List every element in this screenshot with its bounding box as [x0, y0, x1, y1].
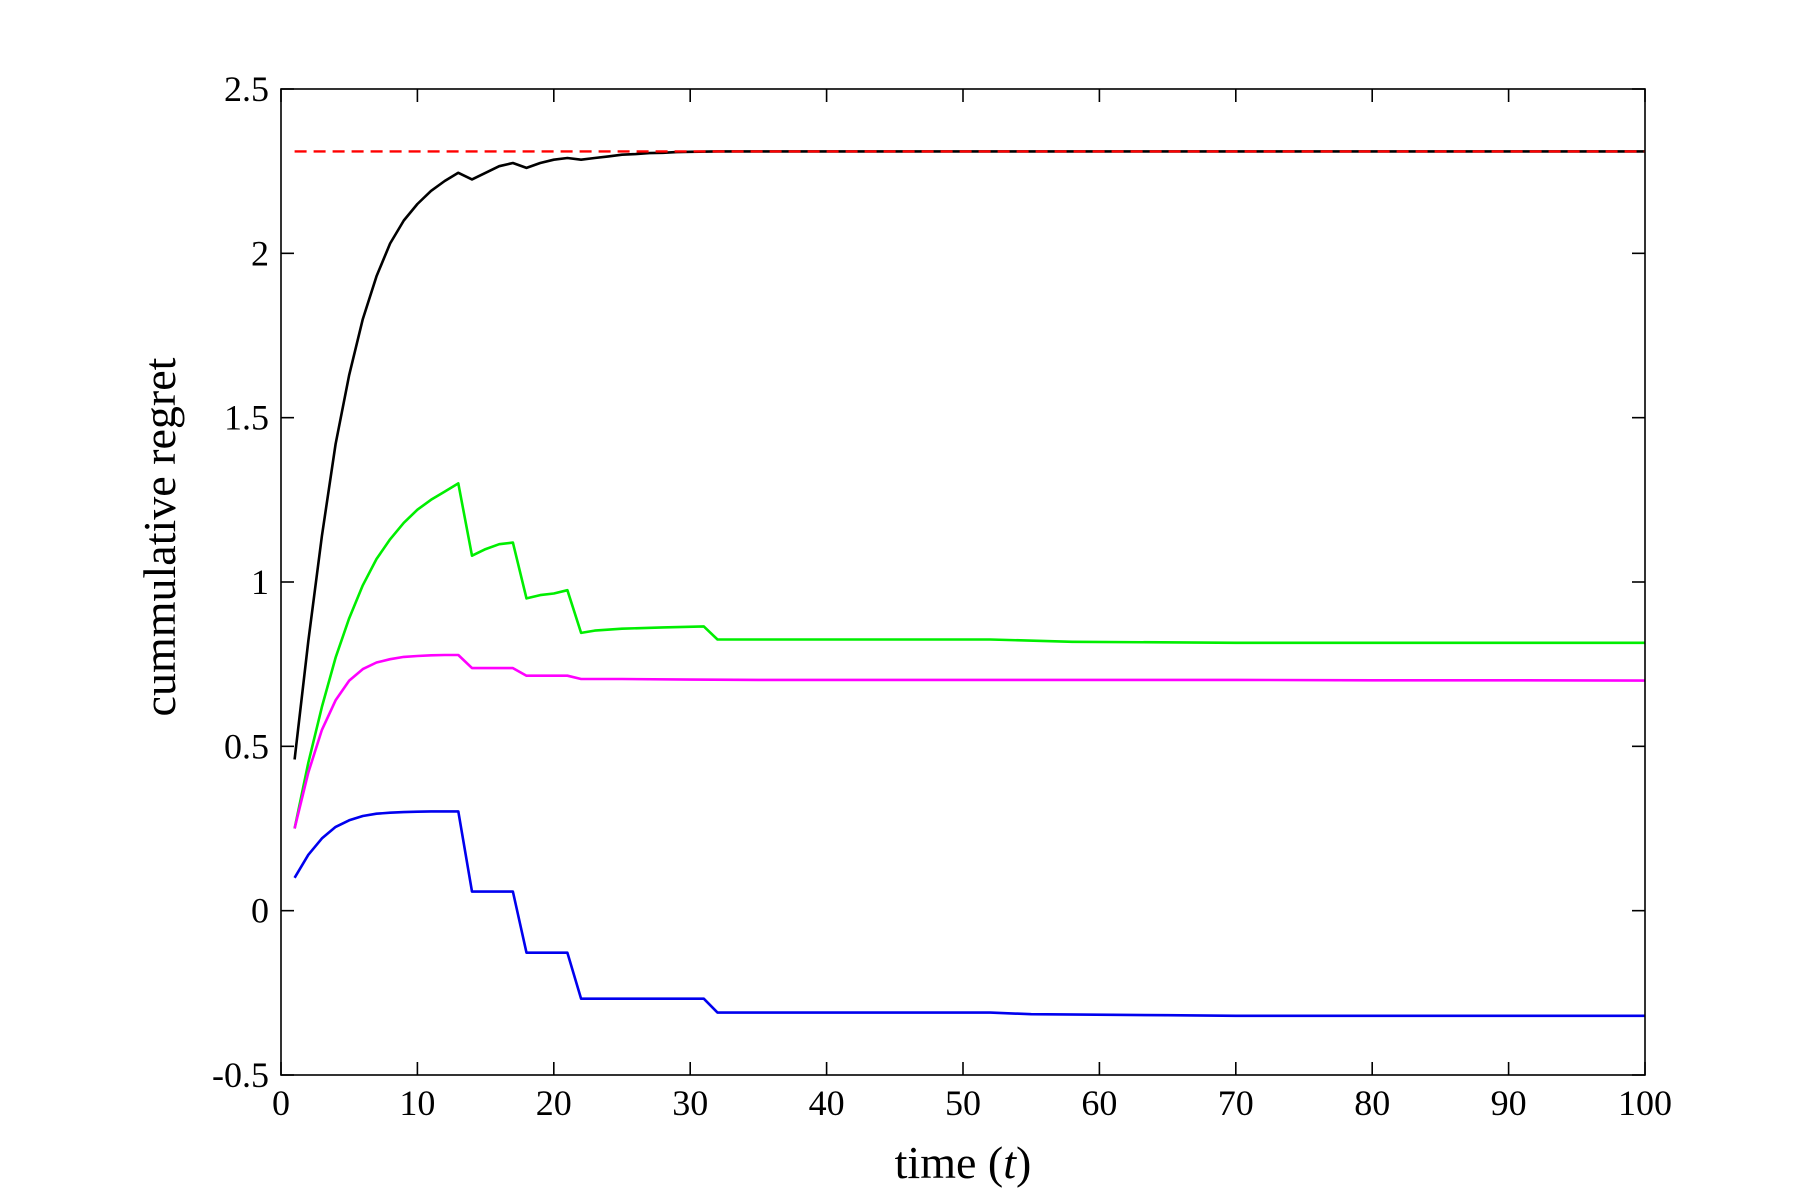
x-tick-label: 70 — [1218, 1083, 1254, 1123]
y-tick-label: 1 — [251, 562, 269, 602]
x-tick-label: 100 — [1618, 1083, 1672, 1123]
x-tick-label: 40 — [809, 1083, 845, 1123]
y-tick-label: 0 — [251, 891, 269, 931]
series-line-3 — [293, 653, 1646, 829]
series-line-1 — [293, 150, 1645, 760]
tick-layer: 0 10 20 30 40 50 60 70 80 90 100-0.500.511.522.5 — [212, 69, 1672, 1123]
x-tick-label: 50 — [945, 1083, 981, 1123]
x-axis-title-var: t — [1003, 1137, 1017, 1188]
y-tick-label: 1.5 — [224, 398, 269, 438]
plot-area — [281, 89, 1645, 1075]
x-tick-label: 30 — [672, 1083, 708, 1123]
x-tick-label: 20 — [536, 1083, 572, 1123]
y-tick-label: 2.5 — [224, 69, 269, 109]
y-axis-title: cummulative regret — [134, 357, 185, 716]
x-tick-label: 10 — [399, 1083, 435, 1123]
x-tick-label: 90 — [1491, 1083, 1527, 1123]
series-layer — [293, 150, 1646, 1018]
series-line-4 — [293, 810, 1645, 1018]
x-axis-title: time (t) — [895, 1137, 1032, 1188]
y-tick-label: -0.5 — [212, 1055, 269, 1095]
x-tick-label: 60 — [1081, 1083, 1117, 1123]
series-line-2 — [293, 482, 1645, 829]
x-tick-label: 80 — [1354, 1083, 1390, 1123]
y-tick-label: 0.5 — [224, 726, 269, 766]
y-tick-label: 2 — [251, 233, 269, 273]
x-tick-label: 0 — [272, 1083, 290, 1123]
